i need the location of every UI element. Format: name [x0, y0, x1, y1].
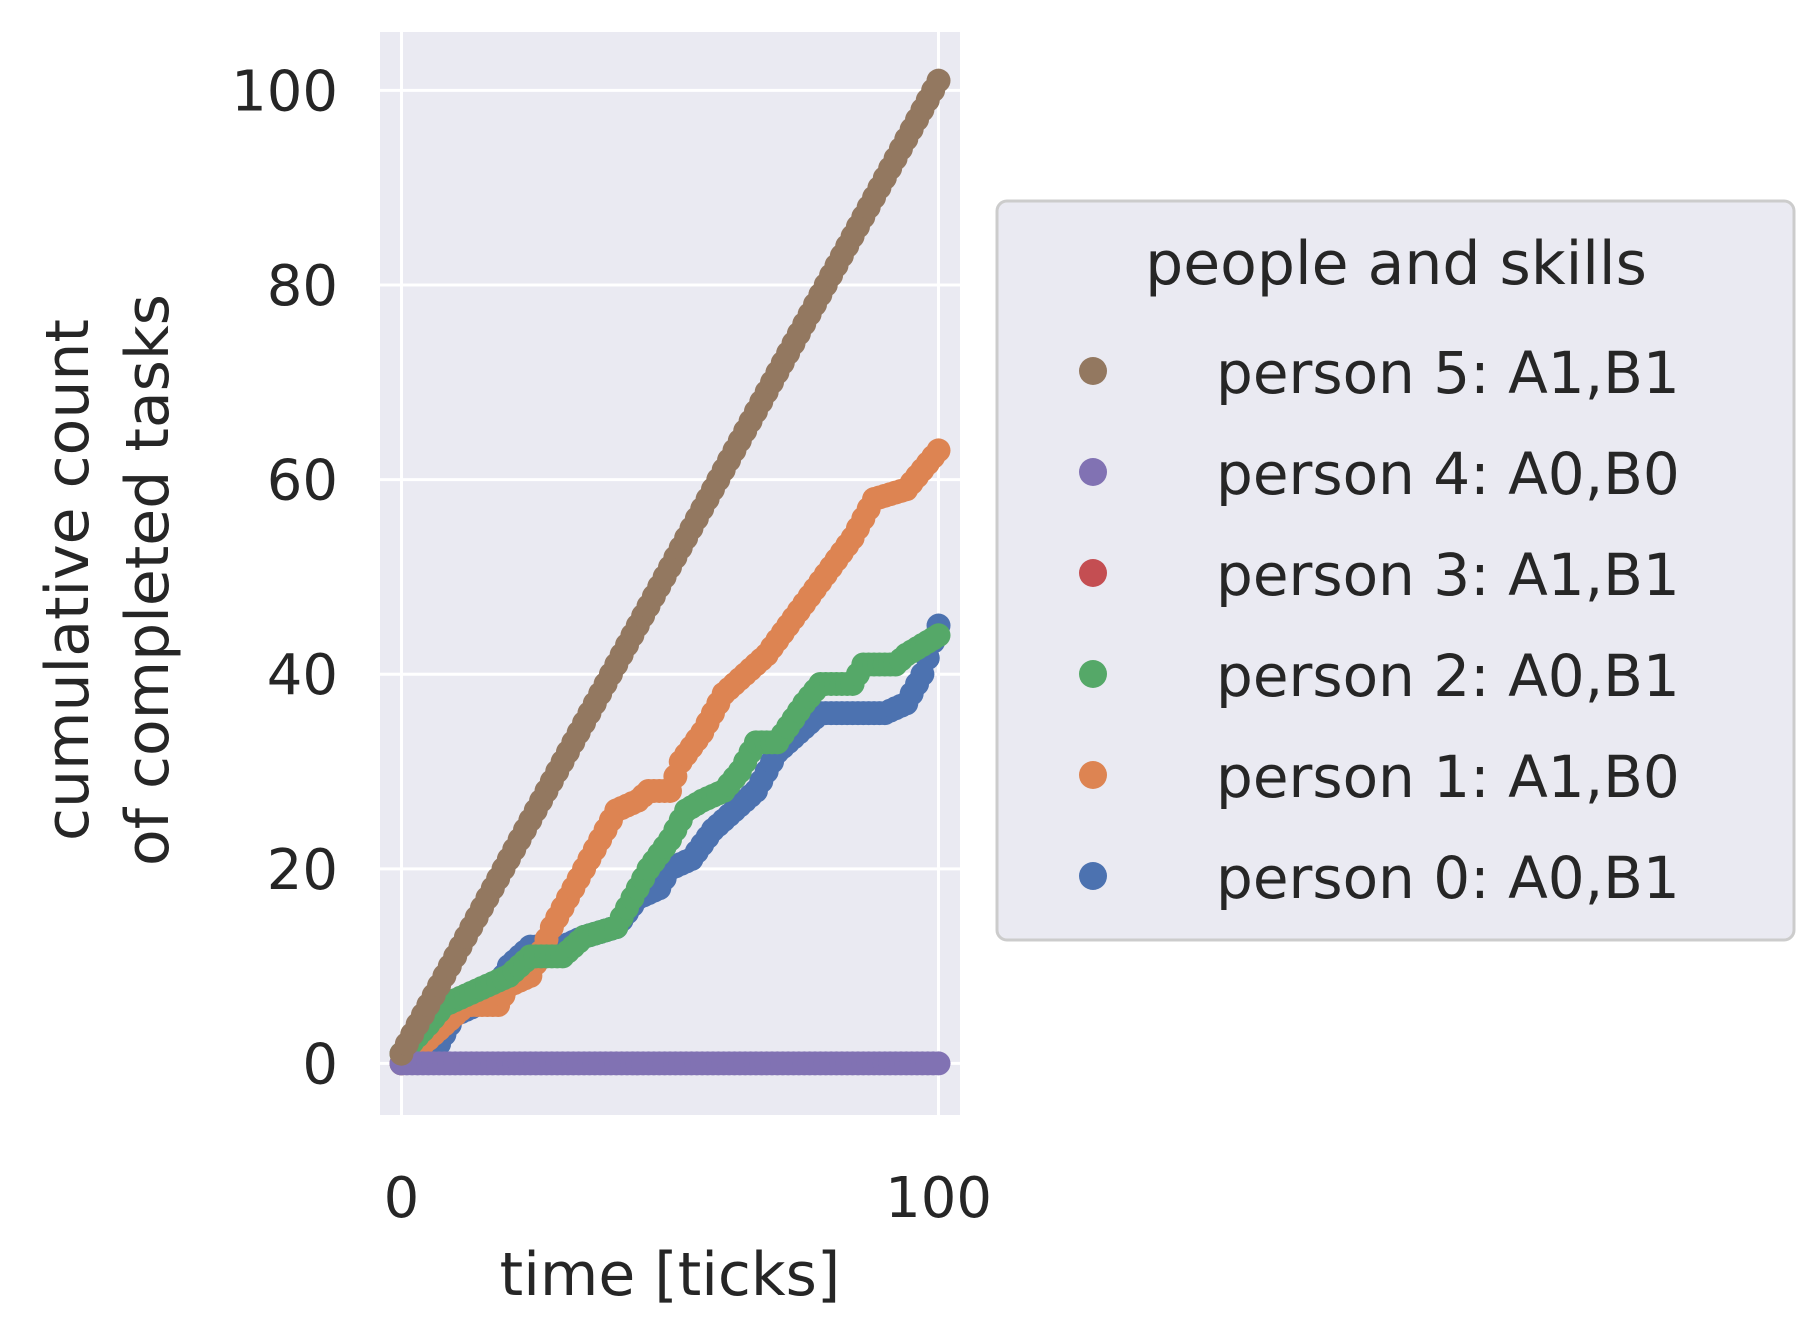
legend-entry: person 4: A0,B0 [1079, 440, 1680, 508]
y-tick-label: 100 [231, 59, 338, 124]
legend-label: person 3: A1,B1 [1216, 541, 1680, 609]
x-axis-title: time [ticks] [500, 1240, 841, 1310]
legend-marker [1079, 761, 1107, 789]
legend: people and skills person 5: A1,B1person … [995, 199, 1796, 942]
legend-label: person 0: A0,B1 [1216, 844, 1680, 912]
y-tick-label: 20 [267, 838, 338, 903]
x-tick-label: 100 [885, 1166, 992, 1231]
legend-label: person 4: A0,B0 [1216, 440, 1680, 508]
y-tick-label: 60 [267, 449, 338, 514]
y-axis-title-line-2: of completed tasks [113, 294, 183, 866]
legend-label: person 1: A1,B0 [1216, 743, 1680, 811]
legend-marker [1079, 559, 1107, 587]
data-points [389, 68, 951, 1076]
legend-title: people and skills [1145, 229, 1647, 299]
legend-marker [1079, 458, 1107, 486]
legend-label: person 2: A0,B1 [1216, 642, 1680, 710]
legend-label: person 5: A1,B1 [1216, 339, 1680, 407]
legend-box [995, 199, 1796, 942]
series-person-4 [389, 1051, 951, 1076]
axis-titles: time [ticks] cumulative count of complet… [33, 294, 840, 1310]
legend-entry: person 3: A1,B1 [1079, 541, 1680, 609]
series-person-2 [389, 623, 951, 1066]
legend-marker [1079, 862, 1107, 890]
legend-entry: person 5: A1,B1 [1079, 339, 1680, 407]
data-point [926, 68, 951, 93]
series-person-1 [389, 438, 951, 1076]
tick-labels: 0 100 0 20 40 60 80 100 [231, 59, 992, 1231]
series-person-5 [389, 68, 951, 1066]
data-point [926, 623, 951, 648]
legend-marker [1079, 660, 1107, 688]
x-tick-label: 0 [384, 1166, 420, 1231]
data-point [926, 1051, 951, 1076]
legend-marker [1079, 357, 1107, 385]
data-point [926, 438, 951, 463]
legend-entry: person 2: A0,B1 [1079, 642, 1680, 710]
y-axis-title-line-1: cumulative count [33, 319, 103, 841]
y-tick-label: 40 [267, 643, 338, 708]
y-tick-label: 0 [302, 1032, 338, 1097]
legend-entries: person 5: A1,B1 person 4: A0,B0 person 3: … [1079, 339, 1680, 912]
legend-entry: person 1: A1,B0 [1079, 743, 1680, 811]
y-tick-label: 80 [267, 254, 338, 319]
legend-entry: person 0: A0,B1 [1079, 844, 1680, 912]
